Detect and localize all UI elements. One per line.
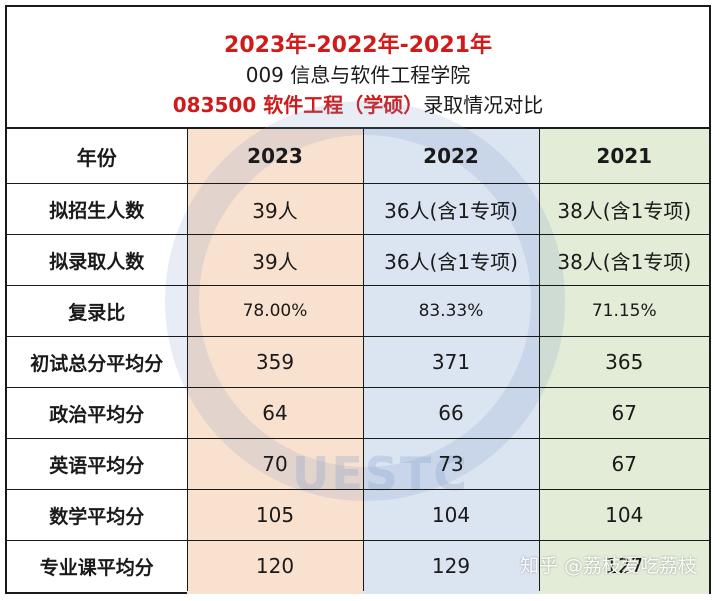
school-name: 009 信息与软件工程学院 [245,63,471,87]
header-cell-2021: 2021 [538,129,709,184]
cell-value: 359 [186,336,364,388]
row-label: 拟录取人数 [7,234,188,286]
row-label: 拟招生人数 [7,183,188,235]
cell-value: 64 [186,387,364,439]
cell-value: 38人(含1专项) [538,234,709,286]
row-label: 初试总分平均分 [7,336,188,388]
header: 2023年-2022年-2021年 009 信息与软件工程学院 083500 软… [7,7,709,129]
header-cell-year: 年份 [7,129,188,184]
cell-value: 78.00% [186,285,364,337]
zhihu-watermark: 知乎 @荔枝爱吃荔枝 [519,555,697,577]
table-row: 拟招生人数 39人 36人(含1专项) 38人(含1专项) [7,183,709,235]
major-title: 083500 软件工程（学硕）录取情况对比 [7,89,709,118]
table-row: 政治平均分 64 66 67 [7,387,709,439]
table-row: 拟录取人数 39人 36人(含1专项) 38人(含1专项) [7,234,709,286]
cell-value: 129 [362,540,540,591]
table-row: 初试总分平均分 359 371 365 [7,336,709,388]
header-cell-2023: 2023 [186,129,364,184]
cell-value: 39人 [186,234,364,286]
row-label: 复录比 [7,285,188,337]
table-header-row: 年份 2023 2022 2021 [7,129,709,184]
cell-value: 83.33% [362,285,540,337]
row-label: 专业课平均分 [7,540,188,591]
cell-value: 120 [186,540,364,591]
row-label: 政治平均分 [7,387,188,439]
cell-value: 127 [538,540,709,591]
cell-value: 70 [186,438,364,490]
cell-value: 104 [538,489,709,541]
row-label: 英语平均分 [7,438,188,490]
cell-value: 365 [538,336,709,388]
cell-value: 67 [538,438,709,490]
major-code-name: 083500 软件工程（学硕） [172,93,424,117]
table-row: 英语平均分 70 73 67 [7,438,709,490]
cell-value: 105 [186,489,364,541]
years-title: 2023年-2022年-2021年 [224,33,492,58]
major-title-suffix: 录取情况对比 [423,93,544,117]
cell-value: 36人(含1专项) [362,183,540,235]
cell-value: 371 [362,336,540,388]
cell-value: 73 [362,438,540,490]
table-row: 复录比 78.00% 83.33% 71.15% [7,285,709,337]
header-cell-2022: 2022 [362,129,540,184]
cell-value: 67 [538,387,709,439]
cell-value: 38人(含1专项) [538,183,709,235]
document-frame: 2023年-2022年-2021年 009 信息与软件工程学院 083500 软… [5,5,711,594]
table-row: 专业课平均分 120 129 127 [7,540,709,591]
cell-value: 104 [362,489,540,541]
cell-value: 39人 [186,183,364,235]
table-row: 数学平均分 105 104 104 [7,489,709,541]
cell-value: 71.15% [538,285,709,337]
row-label: 数学平均分 [7,489,188,541]
cell-value: 66 [362,387,540,439]
cell-value: 36人(含1专项) [362,234,540,286]
comparison-table: 年份 2023 2022 2021 拟招生人数 39人 36人(含1专项) 38… [7,129,709,591]
